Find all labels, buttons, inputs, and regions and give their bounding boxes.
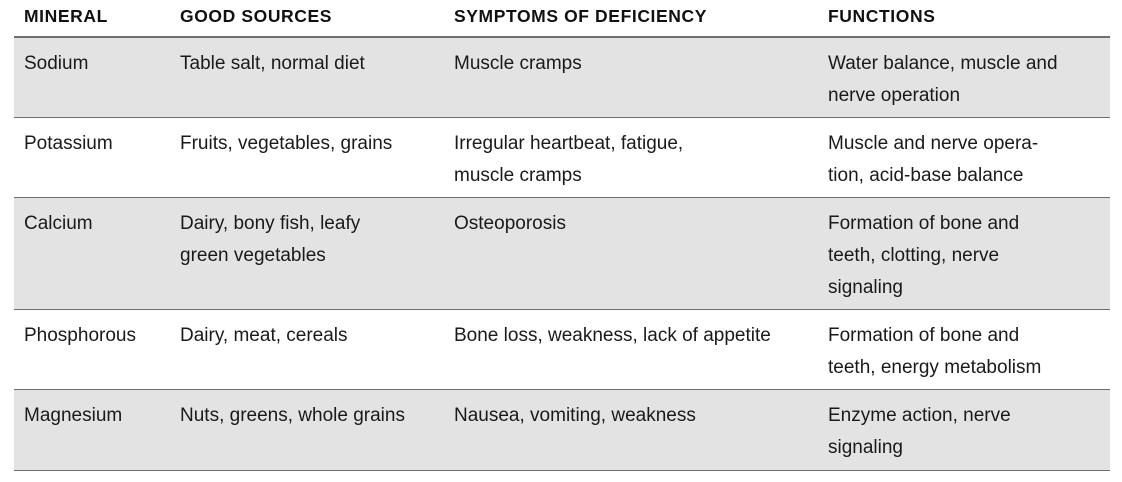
cell-line: Muscle and nerve opera- [828,133,1039,154]
mineral-cell: Sodium [24,48,88,80]
cell-line: signaling [828,277,903,298]
functions-cell: Formation of bone and teeth, energy meta… [828,320,1041,384]
mineral-cell: Phosphorous [24,320,136,352]
cell-line: Muscle cramps [454,53,582,74]
functions-cell: Muscle and nerve opera- tion, acid-base … [828,128,1038,192]
symptoms-cell: Nausea, vomiting, weakness [454,400,696,432]
cell-line: Potassium [24,133,113,154]
table-row: Sodium Table salt, normal diet Muscle cr… [14,38,1110,118]
functions-cell: Enzyme action, nerve signaling [828,400,1011,464]
header-functions: FUNCTIONS [828,6,936,26]
header-symptoms-of-deficiency: SYMPTOMS OF DEFICIENCY [454,6,708,26]
sources-cell: Table salt, normal diet [180,48,365,80]
cell-line: Formation of bone and [828,213,1020,234]
symptoms-cell: Muscle cramps [454,48,582,80]
table-row: Magnesium Nuts, greens, whole grains Nau… [14,390,1110,471]
cell-line: Sodium [24,53,89,74]
cell-line: Formation of bone and [828,325,1020,346]
functions-cell: Formation of bone and teeth, clotting, n… [828,208,1019,304]
cell-line: Magnesium [24,405,123,426]
cell-line: Water balance, muscle and [828,53,1058,74]
cell-line: Dairy, meat, cereals [180,325,348,346]
mineral-cell: Calcium [24,208,93,240]
symptoms-cell: Bone loss, weakness, lack of appetite [454,320,771,352]
cell-line: Irregular heartbeat, fatigue, [454,133,684,154]
sources-cell: Nuts, greens, whole grains [180,400,405,432]
sources-cell: Fruits, vegetables, grains [180,128,392,160]
cell-line: teeth, clotting, nerve [828,245,1000,266]
cell-line: muscle cramps [454,165,582,186]
header-good-sources: GOOD SOURCES [180,6,333,26]
functions-cell: Water balance, muscle and nerve operatio… [828,48,1058,112]
cell-line: teeth, energy metabolism [828,357,1042,378]
minerals-table: MINERAL GOOD SOURCES SYMPTOMS OF DEFICIE… [14,0,1110,471]
mineral-cell: Magnesium [24,400,122,432]
cell-line: tion, acid-base balance [828,165,1024,186]
sources-cell: Dairy, meat, cereals [180,320,348,352]
cell-line: Dairy, bony fish, leafy [180,213,361,234]
cell-line: Bone loss, weakness, lack of appetite [454,325,771,346]
cell-line: Osteoporosis [454,213,566,234]
table-row: Phosphorous Dairy, meat, cereals Bone lo… [14,310,1110,390]
cell-line: Nausea, vomiting, weakness [454,405,696,426]
cell-line: green vegetables [180,245,326,266]
table-row: Calcium Dairy, bony fish, leafy green ve… [14,198,1110,310]
table-row: Potassium Fruits, vegetables, grains Irr… [14,118,1110,198]
cell-line: Table salt, normal diet [180,53,365,74]
cell-line: signaling [828,437,903,458]
cell-line: Calcium [24,213,93,234]
table-header: MINERAL GOOD SOURCES SYMPTOMS OF DEFICIE… [14,0,1110,38]
mineral-cell: Potassium [24,128,113,160]
cell-line: Enzyme action, nerve [828,405,1011,426]
sources-cell: Dairy, bony fish, leafy green vegetables [180,208,360,272]
cell-line: nerve operation [828,85,961,106]
cell-line: Phosphorous [24,325,136,346]
symptoms-cell: Osteoporosis [454,208,566,240]
symptoms-cell: Irregular heartbeat, fatigue, muscle cra… [454,128,683,192]
cell-line: Nuts, greens, whole grains [180,405,405,426]
header-mineral: MINERAL [24,6,108,26]
cell-line: Fruits, vegetables, grains [180,133,393,154]
